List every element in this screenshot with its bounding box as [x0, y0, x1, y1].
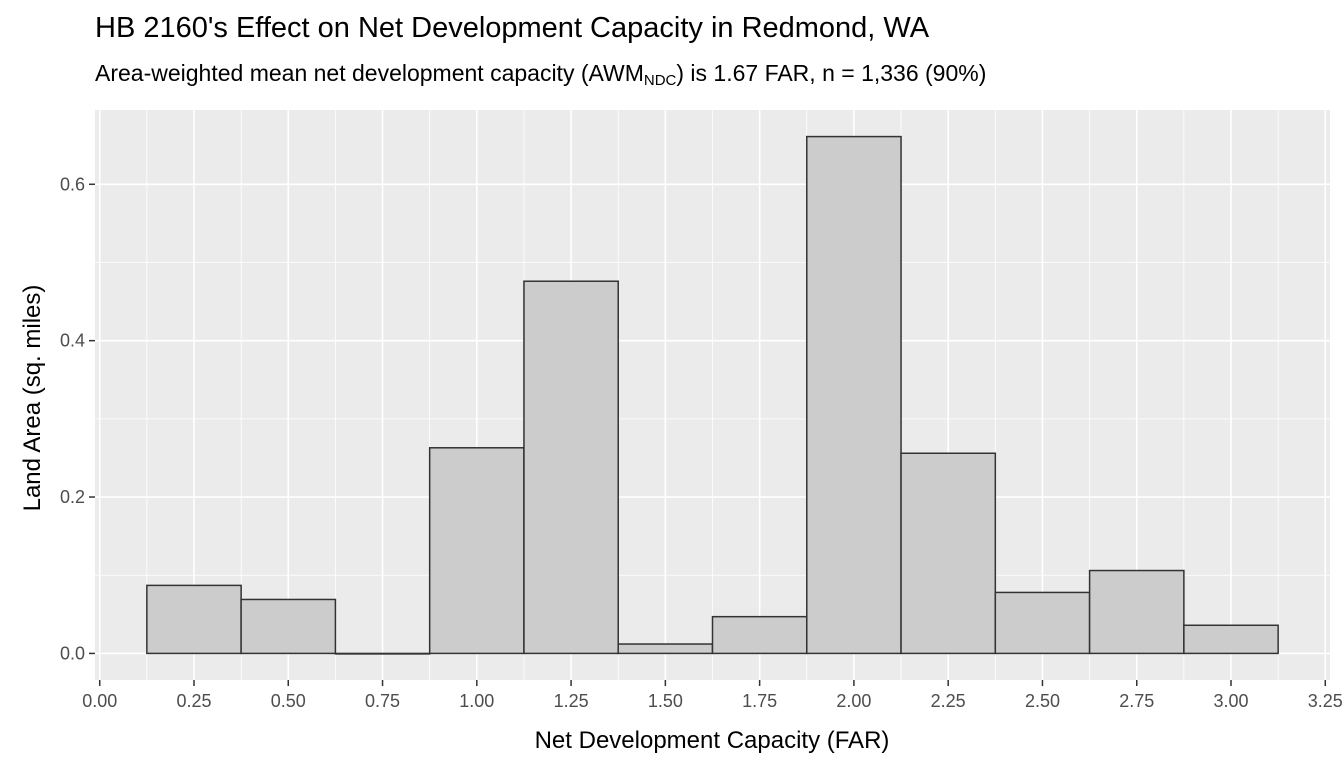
y-tick-label: 0.4 — [60, 331, 85, 351]
y-axis: 0.0 0.2 0.4 0.6 — [60, 174, 95, 663]
histogram-bar-10 — [994, 591, 1091, 655]
histogram-bar-3 — [334, 652, 431, 655]
chart-title: HB 2160's Effect on Net Development Capa… — [95, 12, 930, 44]
histogram-bar-1 — [146, 584, 242, 655]
x-tick-label: 2.50 — [1025, 691, 1060, 711]
x-tick-label: 0.75 — [365, 691, 400, 711]
y-axis-title: Land Area (sq. miles) — [19, 285, 46, 512]
x-tick-label: 1.75 — [742, 691, 777, 711]
x-tick-label: 2.75 — [1119, 691, 1154, 711]
histogram-bar-8 — [806, 135, 902, 655]
y-tick-label: 0.6 — [60, 174, 85, 194]
x-tick-label: 2.25 — [931, 691, 966, 711]
x-tick-label: 1.00 — [459, 691, 494, 711]
y-tick-label: 0.0 — [60, 643, 85, 663]
histogram-bars — [146, 135, 1279, 655]
x-tick-label: 0.25 — [176, 691, 211, 711]
histogram-bar-12 — [1183, 624, 1279, 655]
x-axis: 0.00 0.25 0.50 0.75 1.00 1.25 1.50 1.75 2.00 2.25… — [82, 680, 1343, 711]
histogram-bar-4 — [428, 447, 525, 655]
subtitle-subscript: NDC — [643, 72, 677, 89]
x-tick-label: 2.00 — [836, 691, 871, 711]
chart-subtitle: Area-weighted mean net development capac… — [95, 60, 986, 89]
y-tick-label: 0.2 — [60, 487, 85, 507]
x-tick-label: 0.50 — [271, 691, 306, 711]
x-tick-label: 1.50 — [648, 691, 683, 711]
histogram-bar-11 — [1088, 569, 1185, 655]
subtitle-text-before: Area-weighted mean net development capac… — [95, 60, 644, 86]
histogram-bar-7 — [711, 615, 808, 655]
histogram-bar-2 — [240, 598, 337, 655]
histogram-bar-6 — [617, 643, 714, 655]
histogram-bar-5 — [523, 280, 619, 655]
histogram-bar-9 — [900, 452, 997, 655]
x-tick-label: 3.25 — [1308, 691, 1343, 711]
x-axis-title: Net Development Capacity (FAR) — [535, 727, 890, 754]
x-tick-label: 0.00 — [82, 691, 117, 711]
x-tick-label: 1.25 — [554, 691, 589, 711]
x-tick-label: 3.00 — [1213, 691, 1248, 711]
subtitle-text-after: ) is 1.67 FAR, n = 1,336 (90%) — [676, 60, 987, 86]
